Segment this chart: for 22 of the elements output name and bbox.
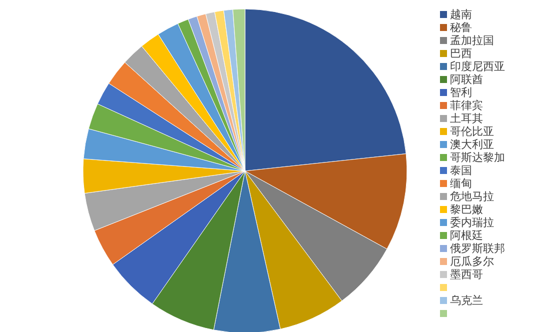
legend-label: 乌克兰 [450,294,483,307]
legend-label: 俄罗斯联邦 [450,242,505,255]
legend-label: 孟加拉国 [450,34,494,47]
legend-label: 阿联酋 [450,73,483,86]
legend-label: 智利 [450,86,472,99]
legend-label: 缅甸 [450,177,472,190]
legend-label: 委内瑞拉 [450,216,494,229]
legend-label: 黎巴嫩 [450,203,483,216]
legend-label: 巴西 [450,47,472,60]
legend-label: 厄瓜多尔 [450,255,494,268]
legend-label: 哥伦比亚 [450,125,494,138]
legend-label: 哥斯达黎加 [450,151,505,164]
legend-label: 越南 [450,8,472,21]
legend-label: 澳大利亚 [450,138,494,151]
legend-label: 土耳其 [450,112,483,125]
legend-label: 秘鲁 [450,21,472,34]
legend-label: 泰国 [450,164,472,177]
legend-label: 危地马拉 [450,190,494,203]
legend-label: 墨西哥 [450,268,483,281]
legend-label: 印度尼西亚 [450,60,505,73]
legend-label: 阿根廷 [450,229,483,242]
legend-label: 菲律宾 [450,99,483,112]
